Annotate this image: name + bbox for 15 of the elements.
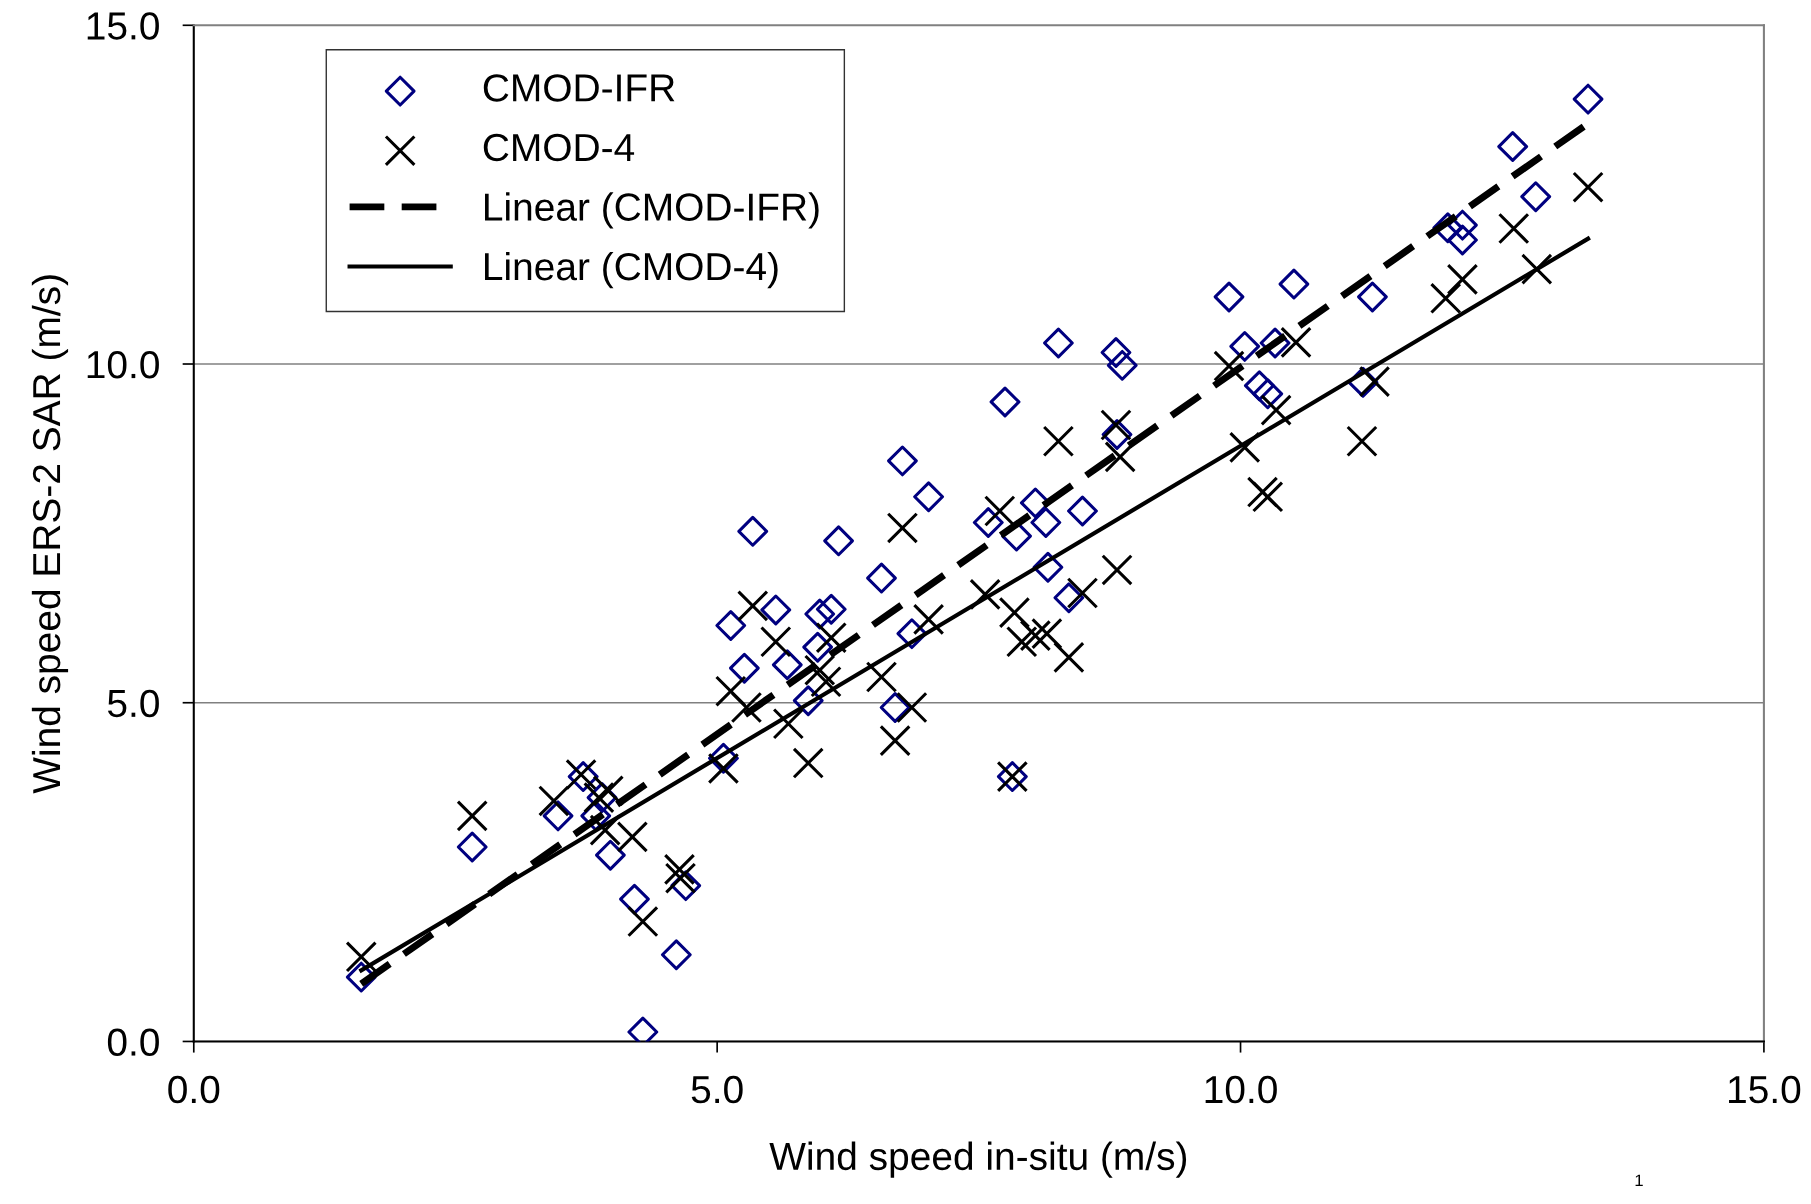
legend-label: Linear (CMOD-IFR) — [485, 192, 819, 229]
y-tick-label: 5.0 — [107, 689, 159, 718]
x-tick-label: 0.0 — [168, 1075, 220, 1104]
x-tick-label: 10.0 — [1205, 1075, 1277, 1104]
x-tick-label: 15.0 — [1729, 1075, 1801, 1104]
text: 1 — [1635, 1174, 1643, 1187]
legend-label: CMOD-4 — [483, 133, 635, 162]
legend-label: Linear (CMOD-4) — [485, 251, 778, 289]
y-tick-label: 15.0 — [87, 12, 159, 40]
legend-label: CMOD-IFR — [483, 74, 675, 102]
x-axis-title: Wind speed in-situ (m/s) — [769, 1141, 1187, 1178]
y-tick-label: 0.0 — [107, 1028, 159, 1056]
x-tick-label: 5.0 — [691, 1075, 743, 1104]
y-tick-label: 10.0 — [87, 350, 159, 379]
y-axis-title: Wind speed ERS-2 SAR (m/s) — [31, 275, 69, 794]
